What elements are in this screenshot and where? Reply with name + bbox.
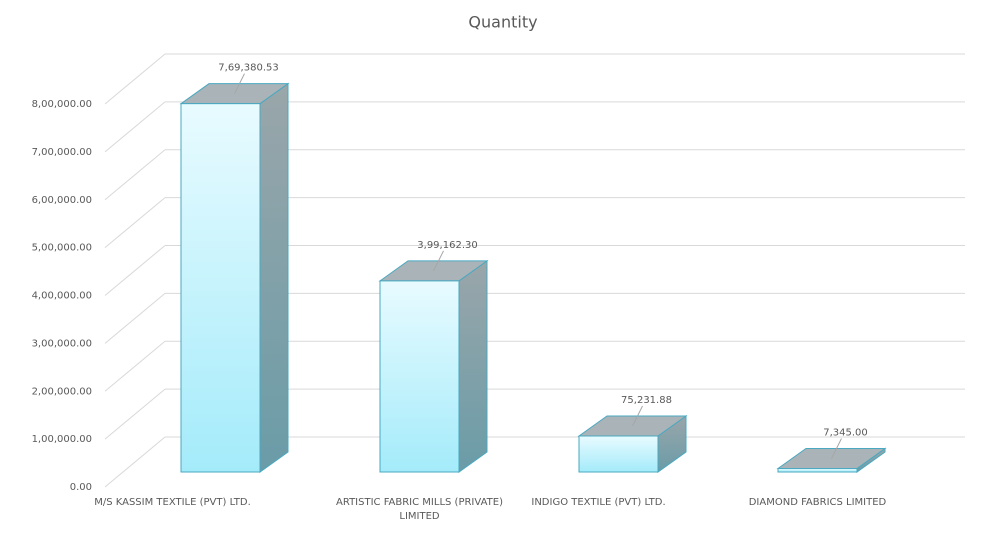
bar <box>578 435 659 473</box>
bar <box>180 103 261 473</box>
y-tick-label: 7,00,000.00 <box>32 147 92 158</box>
leader-line <box>433 250 444 272</box>
grid-line <box>104 388 166 440</box>
leader-line <box>632 405 643 427</box>
data-label: 7,345.00 <box>823 427 868 438</box>
grid-line <box>104 149 166 201</box>
x-tick-label: INDIGO TEXTILE (PVT) LTD. <box>531 497 666 508</box>
grid-line <box>104 340 166 392</box>
y-tick-label: 8,00,000.00 <box>32 99 92 110</box>
grid-line <box>104 292 166 344</box>
data-label: 3,99,162.30 <box>417 240 477 251</box>
data-label: 7,69,380.53 <box>218 63 278 74</box>
y-tick-label: 4,00,000.00 <box>32 291 92 302</box>
y-tick-label: 2,00,000.00 <box>32 386 92 397</box>
y-tick-label: 3,00,000.00 <box>32 338 92 349</box>
bar-side <box>259 82 289 473</box>
y-tick-label: 1,00,000.00 <box>32 434 92 445</box>
grid-line <box>104 101 166 153</box>
y-tick-label: 6,00,000.00 <box>32 195 92 206</box>
grid-line <box>104 436 166 488</box>
x-tick-label: DIAMOND FABRICS LIMITED <box>748 497 887 508</box>
grid-line <box>104 197 166 249</box>
grid-line <box>104 245 166 296</box>
data-label: 75,231.88 <box>621 395 672 406</box>
chart-title: Quantity <box>468 13 537 32</box>
y-tick-label: 0.00 <box>70 482 92 493</box>
x-tick-label: ARTISTIC FABRIC MILLS (PRIVATE) LIMITED <box>336 497 503 522</box>
leader-line <box>831 438 842 459</box>
y-tick-label: 5,00,000.00 <box>32 243 92 254</box>
bar <box>379 280 460 473</box>
x-tick-label: M/S KASSIM TEXTILE (PVT) LTD. <box>94 497 251 508</box>
leader-line <box>234 73 245 94</box>
bar <box>777 467 858 473</box>
grid-line <box>104 53 166 105</box>
bar-side <box>458 259 488 473</box>
